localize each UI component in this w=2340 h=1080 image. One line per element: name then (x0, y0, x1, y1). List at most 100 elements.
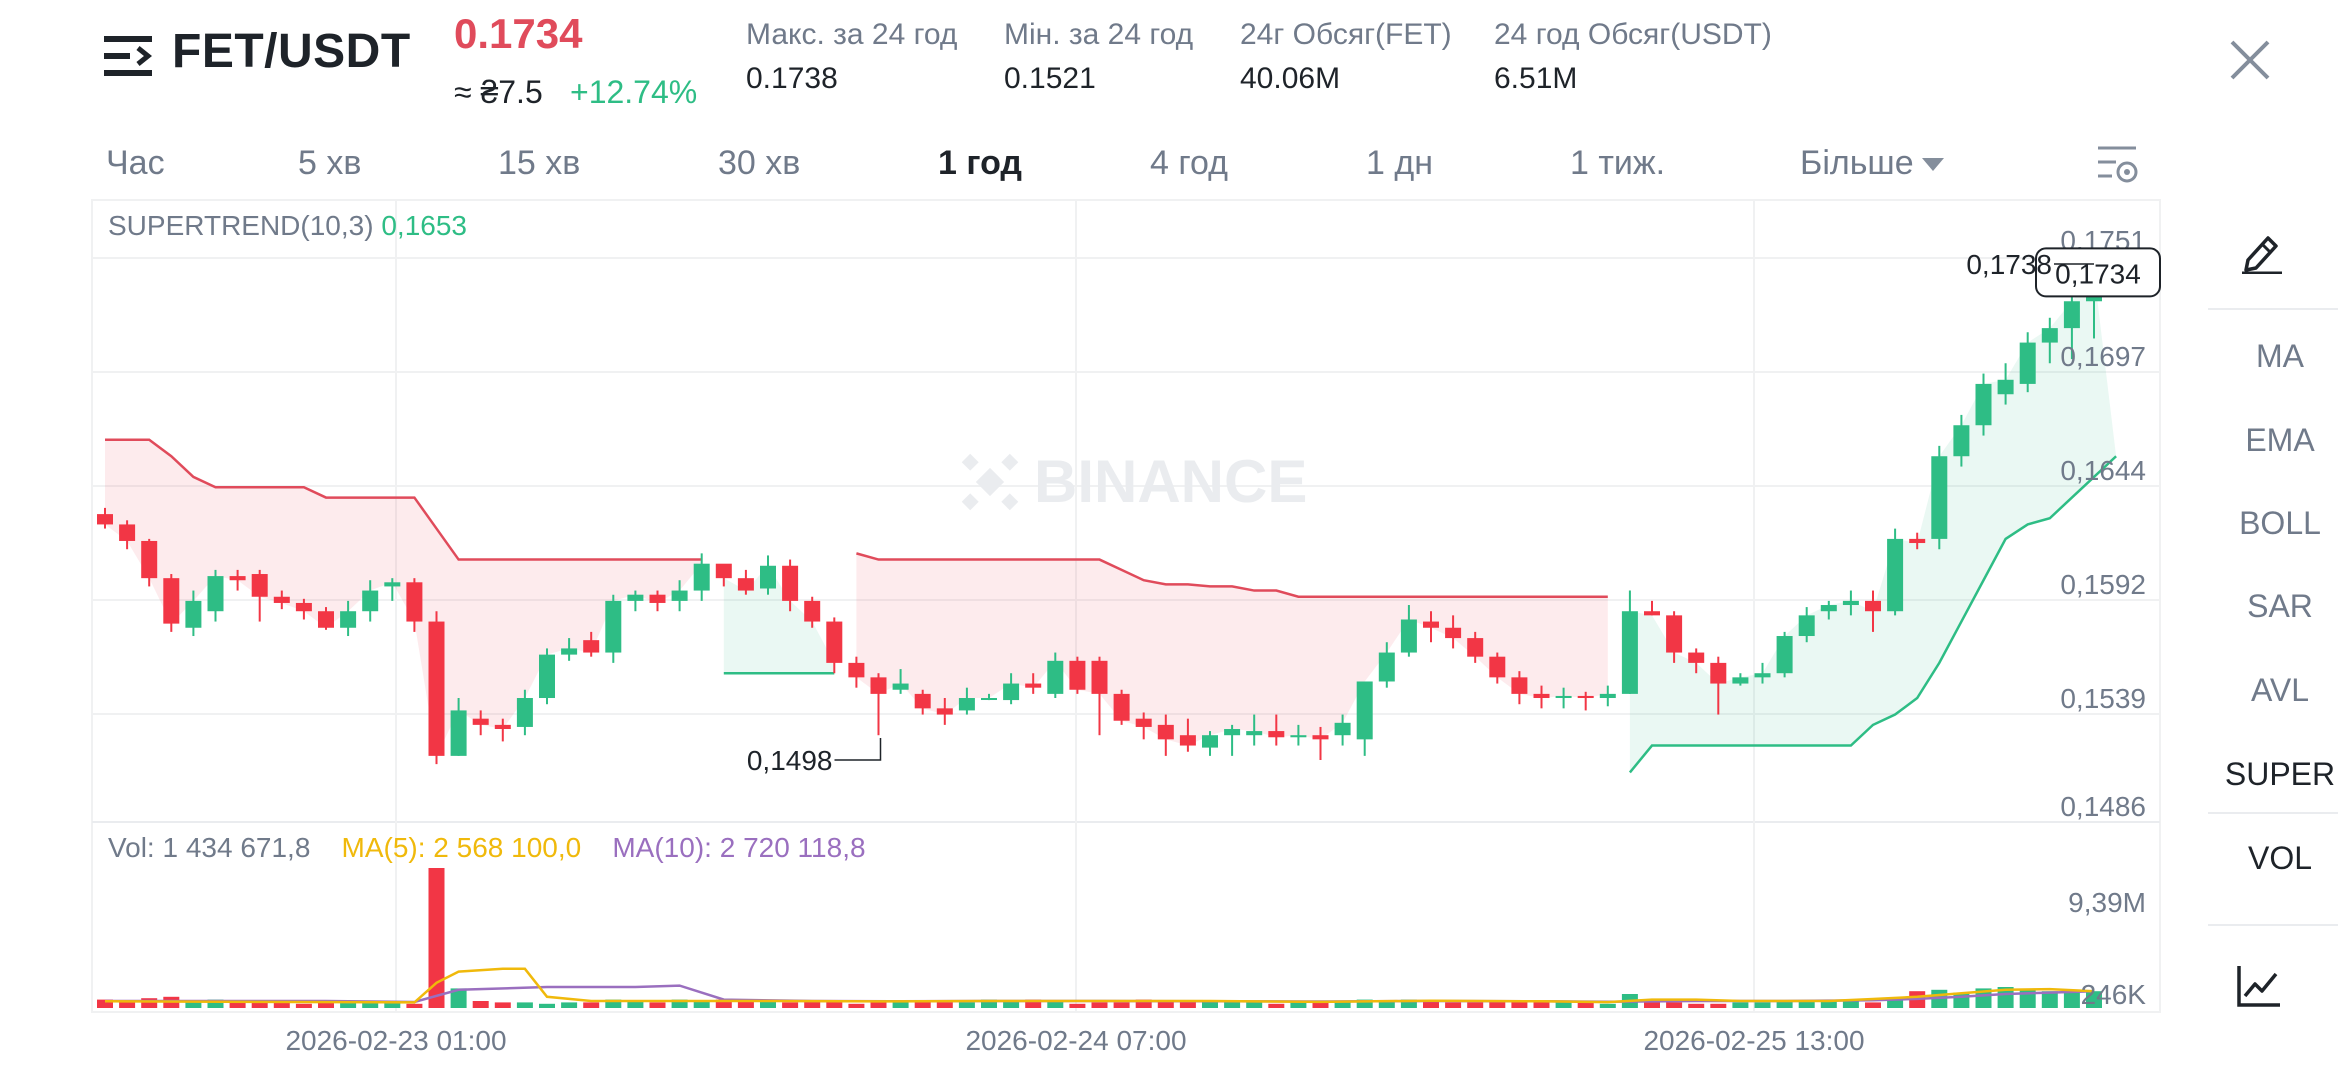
candle-body (1445, 627, 1462, 639)
tab-interval-15m[interactable]: 15 хв (498, 144, 581, 182)
candle-body (914, 693, 931, 709)
candle-body (539, 654, 555, 699)
volume-bar (715, 999, 732, 1008)
candle-body (2041, 328, 2058, 343)
supertrend-fill-down (105, 439, 702, 756)
volume-bar (1334, 1001, 1351, 1008)
volume-bar (693, 1001, 710, 1008)
low-marker-line (834, 738, 882, 761)
volume-bar (1953, 992, 1970, 1008)
chart-frame (91, 199, 2161, 1013)
volume-bar (428, 868, 445, 1008)
draw-pen-icon[interactable] (2240, 230, 2284, 274)
volume-bar (2086, 991, 2102, 1008)
volume-bar (583, 1002, 600, 1008)
volume-bar (207, 999, 224, 1008)
candle-body (295, 602, 312, 612)
volume-ma5-legend: MA(5): 2 568 100,0 (341, 832, 582, 863)
candle-body (1378, 652, 1395, 682)
candle-body (958, 698, 975, 711)
candle-body (1931, 456, 1948, 539)
time-axis-tick: 2026-02-24 07:00 (965, 1025, 1186, 1056)
tool-boll[interactable]: BOLL (2239, 505, 2321, 541)
tab-interval-30m[interactable]: 30 хв (718, 144, 801, 182)
candle-body (561, 648, 578, 655)
supertrend-legend-name: SUPERTREND(10,3) (108, 210, 374, 241)
candle-body (251, 574, 268, 597)
tab-interval-4h[interactable]: 4 год (1150, 144, 1229, 182)
volume-bar (1666, 1002, 1683, 1008)
volume-bar (119, 1001, 136, 1008)
chart-type-line-icon[interactable] (2236, 964, 2282, 1008)
candle-body (1688, 652, 1705, 663)
volume-ma10-legend: MA(10): 2 720 118,8 (612, 832, 866, 863)
trading-pair[interactable]: FET/USDT (172, 25, 411, 78)
volume-bar (1356, 999, 1373, 1008)
volume-axis-tick: 9,39M (2068, 887, 2146, 918)
tab-interval-5m[interactable]: 5 хв (298, 144, 362, 182)
volume-bar (1798, 1001, 1815, 1008)
candle-body (119, 524, 136, 541)
candle-body (715, 563, 732, 579)
chart-grid (91, 199, 2161, 1013)
volume-bar (340, 1002, 357, 1008)
volume-bar (671, 999, 688, 1008)
volume-bar (1113, 1002, 1130, 1008)
volume-bar (1865, 1002, 1881, 1008)
tab-interval-1d[interactable]: 1 дн (1366, 144, 1433, 182)
volume-bar (1445, 1002, 1462, 1008)
volume-bar (362, 1001, 379, 1008)
volume-bar (1069, 1003, 1086, 1008)
candle-body (1909, 538, 1926, 544)
candle-body (1224, 729, 1241, 736)
volume-bar (649, 1002, 666, 1008)
volume-bar (1621, 994, 1638, 1008)
tab-interval-1w[interactable]: 1 тиж. (1570, 144, 1666, 182)
volume-legend: Vol: 1 434 671,8 MA(5): 2 568 100,0 MA(1… (108, 832, 866, 864)
volume-bar (605, 999, 622, 1008)
candle-body (1798, 615, 1815, 637)
tab-interval-more[interactable]: Більше (1800, 144, 1914, 182)
tab-interval-1h[interactable]: 1 год (938, 144, 1022, 182)
volume-quote-label: 24 год Обсяг(USDT) (1494, 18, 1772, 51)
volume-bar (1047, 1001, 1064, 1008)
tab-interval-time[interactable]: Час (106, 144, 165, 182)
volume-bar (1732, 1002, 1749, 1008)
volume-bar (1378, 1001, 1395, 1008)
volume-bar (273, 1002, 290, 1008)
candle-body (1025, 683, 1042, 688)
candle-body (1202, 735, 1218, 748)
tool-ma[interactable]: MA (2256, 338, 2304, 374)
candle-body (1003, 683, 1020, 701)
volume-bar (1909, 991, 1926, 1008)
candle-body (2063, 301, 2080, 329)
volume-bar (760, 1001, 776, 1008)
price-axis-tick: 0,1644 (2060, 455, 2146, 486)
candle-body (936, 708, 953, 715)
candle-body (826, 621, 843, 663)
volume-bar (2019, 989, 2036, 1008)
tool-sar[interactable]: SAR (2247, 588, 2313, 624)
candle-body (1489, 656, 1506, 678)
price-axis-tick: 0,1751 (2060, 225, 2146, 256)
candle-body (1423, 621, 1439, 628)
volume-bar (1820, 1001, 1837, 1008)
candle-body (1776, 636, 1793, 674)
binance-watermark: BINANCE (961, 448, 1307, 515)
volume-bar (318, 1002, 334, 1008)
candle-body (1091, 660, 1108, 694)
tool-avl[interactable]: AVL (2250, 672, 2310, 708)
menu-icon[interactable] (104, 34, 152, 78)
candle-body (1157, 724, 1174, 740)
close-icon[interactable] (2220, 30, 2280, 90)
tool-vol[interactable]: VOL (2247, 840, 2313, 876)
volume-bar (1754, 1002, 1771, 1008)
volume-bar (229, 1001, 246, 1008)
candle-body (1400, 619, 1417, 653)
tool-supertrend[interactable]: SUPER (2224, 756, 2336, 792)
chart-settings-icon[interactable] (2096, 144, 2140, 186)
candle-body (406, 582, 423, 622)
volume-bar (914, 1001, 931, 1008)
volume-bar (627, 1001, 644, 1008)
tool-ema[interactable]: EMA (2245, 422, 2315, 458)
